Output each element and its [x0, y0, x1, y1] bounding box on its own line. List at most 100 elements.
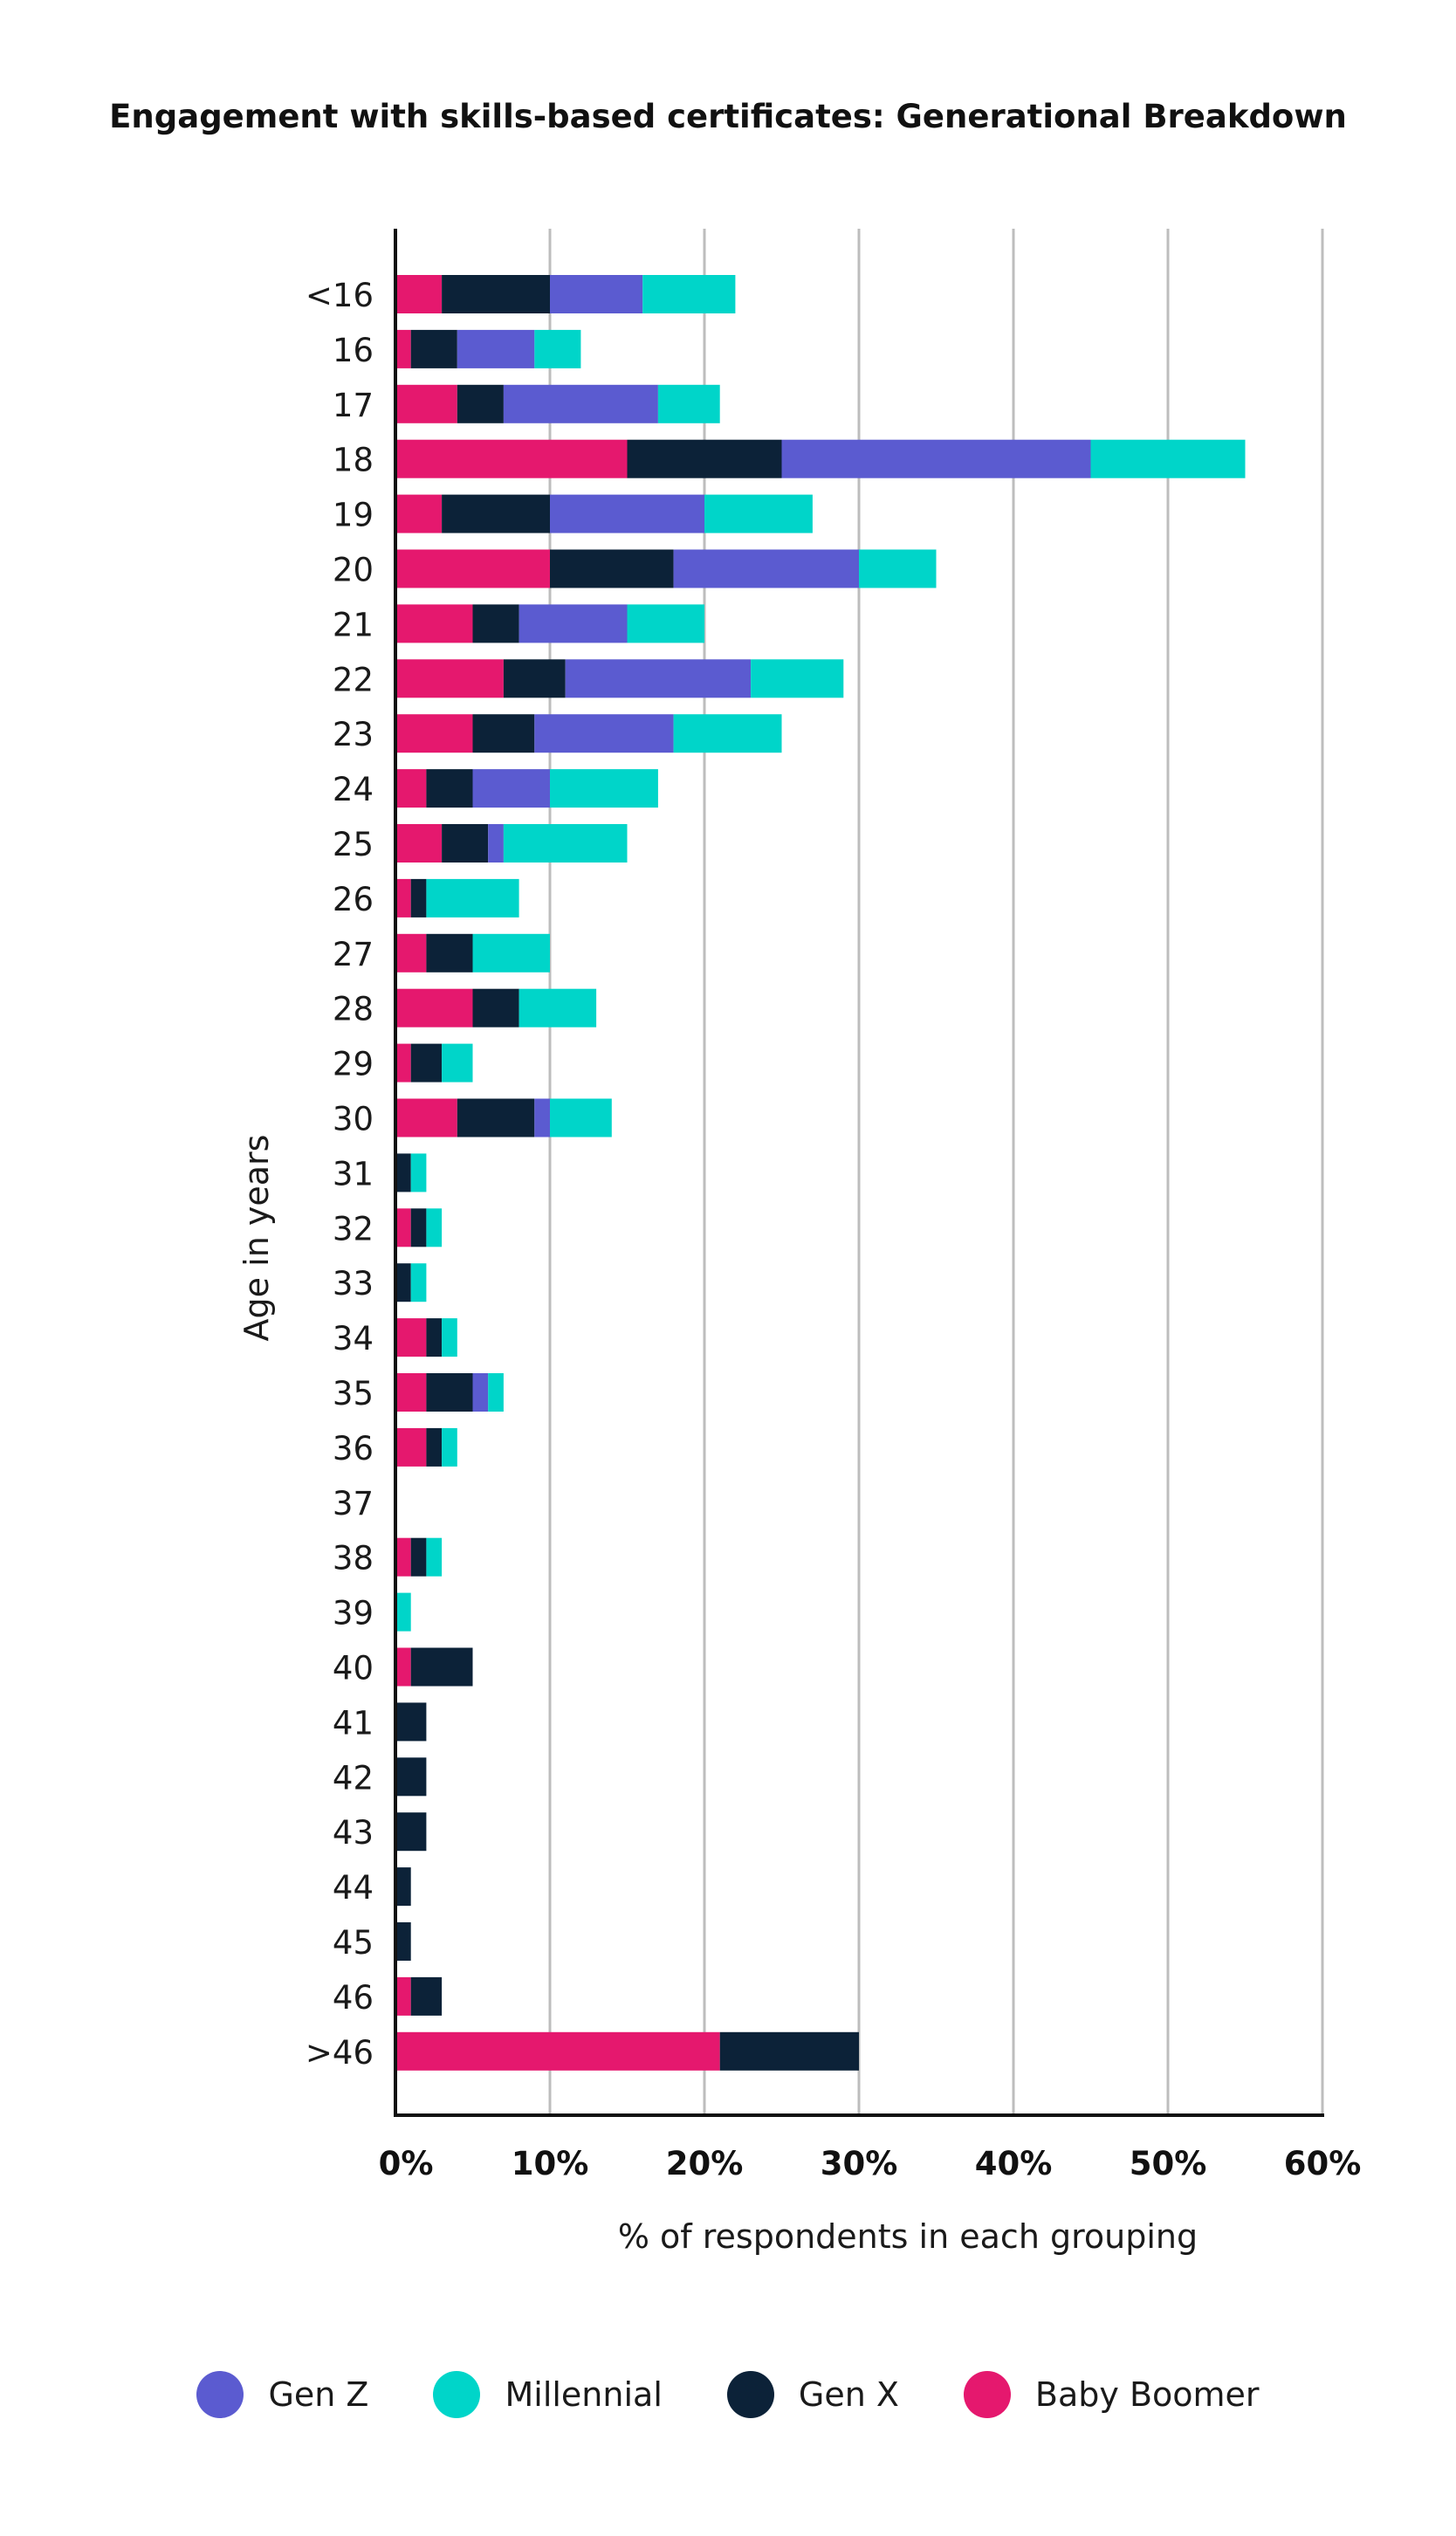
bar-segment: [751, 659, 844, 698]
y-tick-label: 20: [333, 552, 374, 589]
legend-label: Gen Z: [268, 2375, 369, 2414]
bar-segment: [395, 1922, 411, 1961]
y-tick-label: 41: [333, 1704, 374, 1742]
bar-segment: [426, 1427, 443, 1467]
bar-segment: [410, 1537, 427, 1577]
x-tick-label: 0%: [379, 2145, 434, 2182]
legend-swatch: [196, 2371, 244, 2418]
bar-segment: [472, 988, 519, 1027]
legend-swatch: [726, 2371, 774, 2418]
bar-segment: [457, 1098, 535, 1137]
y-tick-label: 23: [333, 716, 374, 753]
axis-layer: [394, 229, 1324, 2117]
bar-segment: [673, 714, 782, 753]
legend-label: Baby Boomer: [1034, 2375, 1260, 2414]
bar-segment: [442, 1427, 457, 1467]
bar-segment: [395, 714, 473, 753]
bar-segment: [550, 275, 643, 313]
bar-segment: [395, 988, 473, 1027]
bar-segment: [395, 1812, 427, 1852]
bar-segment: [395, 1592, 411, 1632]
y-tick-label: 37: [333, 1485, 374, 1522]
bar-segment: [457, 329, 535, 368]
y-tick-label: >46: [306, 2034, 374, 2072]
x-tick-label: 20%: [666, 2145, 744, 2182]
bar-segment: [442, 494, 550, 533]
bar-segment: [410, 1976, 443, 2016]
bar-segment: [395, 1537, 411, 1577]
bar-segment: [472, 933, 550, 972]
bar-segment: [426, 1373, 473, 1412]
bar-segment: [395, 1263, 411, 1302]
bar-segment: [457, 384, 504, 423]
bar-segment: [442, 1043, 473, 1082]
y-tick-label: 21: [333, 606, 374, 643]
bar-segment: [395, 933, 427, 972]
bar-segment: [395, 494, 443, 533]
bar-segment: [395, 604, 473, 643]
bar-segment: [550, 549, 674, 588]
y-tick-label: 30: [333, 1101, 374, 1138]
bar-segment: [395, 549, 550, 588]
legend-item: Gen Z: [196, 2371, 368, 2418]
legend-item: Gen X: [726, 2371, 899, 2418]
bar-segment: [395, 878, 411, 917]
bar-segment: [410, 1263, 427, 1302]
y-tick-label: 19: [333, 497, 374, 534]
label-layer: <16 16 17 18 19 20 21 22 23 24 25 26 27 28 29 30 31 32 33 3…: [237, 277, 1361, 2256]
y-tick-label: 35: [333, 1375, 374, 1412]
legend-item: Baby Boomer: [963, 2371, 1260, 2418]
bar-segment: [395, 1373, 427, 1412]
y-tick-label: 18: [333, 442, 374, 479]
bar-segment: [395, 439, 628, 478]
y-tick-label: 31: [333, 1155, 374, 1192]
bar-segment: [503, 824, 628, 863]
y-tick-label: 16: [333, 332, 374, 369]
bar-segment: [395, 1757, 427, 1797]
y-tick-label: 26: [333, 881, 374, 918]
bar-segment: [472, 769, 550, 808]
bar-segment: [534, 714, 674, 753]
bar-segment: [627, 439, 782, 478]
bar-segment: [395, 824, 443, 863]
bar-segment: [395, 1427, 427, 1467]
bar-segment: [519, 604, 628, 643]
y-tick-label: 36: [333, 1430, 374, 1467]
y-tick-label: 29: [333, 1046, 374, 1083]
bar-segment: [503, 384, 658, 423]
bar-segment: [426, 1537, 443, 1577]
bar-segment: [550, 494, 704, 533]
bar-segment: [472, 604, 519, 643]
bar-segment: [442, 824, 489, 863]
bar-segment: [719, 2031, 859, 2071]
bar-layer: [395, 275, 1246, 2071]
bar-segment: [410, 1153, 427, 1192]
y-tick-label: 45: [333, 1924, 374, 1962]
bar-segment: [488, 1373, 504, 1412]
bar-segment: [859, 549, 937, 588]
bar-segment: [410, 1208, 427, 1247]
bar-segment: [395, 769, 427, 808]
legend-label: Millennial: [505, 2375, 663, 2414]
bar-segment: [472, 714, 535, 753]
bar-segment: [395, 275, 443, 313]
y-tick-label: 42: [333, 1759, 374, 1797]
bar-segment: [426, 878, 519, 917]
y-tick-label: 40: [333, 1650, 374, 1687]
y-tick-label: 22: [333, 661, 374, 698]
y-tick-label: 38: [333, 1540, 374, 1577]
bar-segment: [642, 275, 736, 313]
x-tick-label: 50%: [1130, 2145, 1207, 2182]
bar-segment: [410, 878, 427, 917]
x-tick-label: 10%: [512, 2145, 589, 2182]
bar-segment: [550, 769, 658, 808]
bar-segment: [395, 1208, 411, 1247]
bar-segment: [395, 1043, 411, 1082]
bar-segment: [426, 1318, 443, 1357]
bar-segment: [1090, 439, 1246, 478]
y-tick-label: 17: [333, 387, 374, 424]
y-axis-title: Age in years: [237, 1135, 276, 1342]
bar-segment: [426, 933, 473, 972]
bar-segment: [488, 824, 504, 863]
